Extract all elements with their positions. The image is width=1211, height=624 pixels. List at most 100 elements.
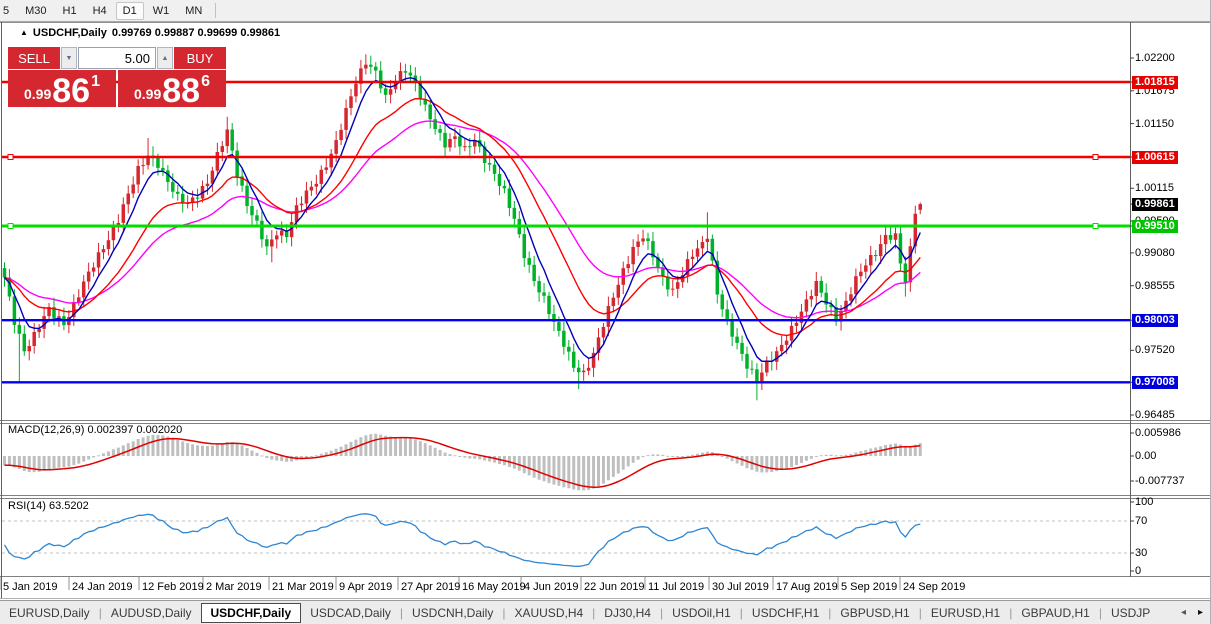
buy-price-prefix: 0.99 xyxy=(134,86,162,102)
level-line-0.9951[interactable] xyxy=(2,223,1130,229)
sell-price-display[interactable]: 0.99 86 1 xyxy=(8,70,116,108)
price-tick: 1.01150 xyxy=(1135,117,1174,130)
tab-usdchf-h1[interactable]: USDCHF,H1 xyxy=(751,605,820,620)
timeframe-toolbar: 5 M30 H1 H4 D1 W1 MN xyxy=(0,0,1211,22)
date-label: 2 Mar 2019 xyxy=(206,581,262,593)
tab-separator: | xyxy=(918,605,922,620)
chart-ohlc-readout: 0.99769 0.99887 0.99699 0.99861 xyxy=(111,27,281,39)
buy-price-pip-digit: 6 xyxy=(201,73,210,90)
price-tag: 1.01815 xyxy=(1132,75,1178,89)
price-tag: 0.99510 xyxy=(1132,219,1178,233)
price-tick: 0.96485 xyxy=(1135,409,1175,421)
price-tick: 1.00115 xyxy=(1135,182,1174,195)
tab-scroll-left-icon[interactable]: ◂ xyxy=(1180,607,1186,618)
date-ticks xyxy=(0,577,901,590)
price-tag: 1.00615 xyxy=(1132,150,1178,164)
date-label: 5 Jan 2019 xyxy=(3,581,58,593)
tab-usdchf-daily[interactable]: USDCHF,Daily xyxy=(200,602,302,623)
date-label: 4 Jun 2019 xyxy=(524,581,579,593)
timeframe-h4[interactable]: H4 xyxy=(92,4,107,17)
macd-signal-line xyxy=(4,436,921,489)
timeframe-w1[interactable]: W1 xyxy=(152,4,170,17)
collapse-trade-panel-icon[interactable]: ▲ xyxy=(20,28,28,37)
buy-price-display[interactable]: 0.99 88 6 xyxy=(118,70,226,111)
sell-price-prefix: 0.99 xyxy=(24,86,52,102)
ma-fast-line xyxy=(3,77,921,362)
rsi-line xyxy=(3,513,921,567)
date-label: 16 May 2019 xyxy=(462,581,526,593)
level-line-1.00615[interactable] xyxy=(2,154,1130,160)
macd-histogram xyxy=(3,433,922,491)
ma-mid-line xyxy=(4,97,921,337)
toolbar-separator xyxy=(215,3,217,18)
sell-button[interactable]: SELL xyxy=(8,47,60,69)
price-tick: 1.02200 xyxy=(1135,52,1175,64)
tab-separator: | xyxy=(739,605,743,620)
indicator-axis-tick: -0.007737 xyxy=(1135,475,1185,487)
level-drag-handle[interactable] xyxy=(1092,223,1099,229)
indicator-axis-tick: 70 xyxy=(1135,515,1148,527)
timeframe-d1[interactable]: D1 xyxy=(115,1,144,20)
price-tick: 0.98555 xyxy=(1135,279,1175,292)
level-drag-handle[interactable] xyxy=(7,223,14,229)
tab-eurusd-h1[interactable]: EURUSD,H1 xyxy=(930,605,1001,620)
timeframe-mn[interactable]: MN xyxy=(185,4,203,17)
date-label: 12 Feb 2019 xyxy=(142,581,204,593)
tab-gbpusd-h1[interactable]: GBPUSD,H1 xyxy=(840,605,910,620)
buy-button[interactable]: BUY xyxy=(174,47,226,69)
tab-separator: | xyxy=(98,605,102,620)
tab-xauusd-h4[interactable]: XAUUSD,H4 xyxy=(514,605,584,620)
candles xyxy=(2,54,922,401)
timeframe-h1[interactable]: H1 xyxy=(62,4,77,17)
date-label: 11 Jul 2019 xyxy=(648,581,705,593)
price-tick: 0.99080 xyxy=(1135,246,1175,259)
date-label: 24 Sep 2019 xyxy=(903,581,966,593)
tab-separator: | xyxy=(592,605,596,620)
macd-indicator-label: MACD(12,26,9) 0.002397 0.002020 xyxy=(8,424,183,436)
tab-separator: | xyxy=(1009,605,1013,620)
date-label: 21 Mar 2019 xyxy=(272,581,334,593)
date-label: 24 Jan 2019 xyxy=(72,581,133,593)
tab-scroll-right-icon[interactable]: ▸ xyxy=(1197,607,1203,618)
price-tick: 0.97520 xyxy=(1135,344,1175,357)
buy-price-big-digits: 88 xyxy=(162,72,201,111)
level-drag-handle[interactable] xyxy=(7,154,14,160)
lots-increase-button[interactable]: ▲ xyxy=(157,47,173,69)
lots-decrease-button[interactable]: ▼ xyxy=(61,47,77,69)
tab-usdcad-daily[interactable]: USDCAD,Daily xyxy=(310,605,391,620)
indicator-axis-tick: 100 xyxy=(1135,496,1154,508)
date-label: 22 Jun 2019 xyxy=(584,581,645,593)
chart-symbol-label: USDCHF,Daily xyxy=(32,27,107,39)
tab-separator: | xyxy=(399,605,403,620)
tab-separator: | xyxy=(1098,605,1102,620)
tab-eurusd-daily[interactable]: EURUSD,Daily xyxy=(9,605,90,620)
date-label: 5 Sep 2019 xyxy=(841,581,898,593)
tab-usdjp[interactable]: USDJP xyxy=(1110,605,1151,620)
timeframe-m30[interactable]: M30 xyxy=(25,4,47,17)
tab-gbpaud-h1[interactable]: GBPAUD,H1 xyxy=(1021,605,1090,620)
lots-input[interactable] xyxy=(78,47,156,69)
tab-dj30-h4[interactable]: DJ30,H4 xyxy=(604,605,651,620)
indicator-axis-tick: 0.00 xyxy=(1135,450,1157,462)
tab-usdcnh-daily[interactable]: USDCNH,Daily xyxy=(412,605,494,620)
date-label: 30 Jul 2019 xyxy=(712,581,769,593)
indicator-axis-tick: 30 xyxy=(1135,547,1148,559)
chart-tab-bar: EURUSD,Daily | AUDUSD,Daily USDCHF,Daily USD… xyxy=(0,600,1211,624)
level-drag-handle[interactable] xyxy=(1092,154,1099,160)
tab-separator: | xyxy=(659,605,664,620)
timeframe-5[interactable]: 5 xyxy=(3,4,10,17)
tab-audusd-daily[interactable]: AUDUSD,Daily xyxy=(110,605,192,620)
price-tag: 0.99861 xyxy=(1132,197,1178,211)
tab-scroll-controls: ◂ ▸ xyxy=(1181,607,1211,618)
price-tag: 0.97008 xyxy=(1132,375,1178,389)
indicator-axis-tick: 0.005986 xyxy=(1135,427,1181,439)
date-label: 27 Apr 2019 xyxy=(401,581,461,593)
one-click-trade-panel: SELL ▼ ▲ BUY 0.99 86 1 0.99 88 6 xyxy=(8,47,226,111)
tab-usdoil-h1[interactable]: USDOil,H1 xyxy=(672,605,731,620)
chart-legend: ▲ USDCHF,Daily 0.99769 0.99887 0.99699 0… xyxy=(20,27,280,39)
rsi-indicator-label: RSI(14) 63.5202 xyxy=(8,500,89,512)
date-label: 17 Aug 2019 xyxy=(776,581,838,593)
tab-separator: | xyxy=(828,605,832,620)
indicator-axis-tick: 0 xyxy=(1135,565,1142,577)
